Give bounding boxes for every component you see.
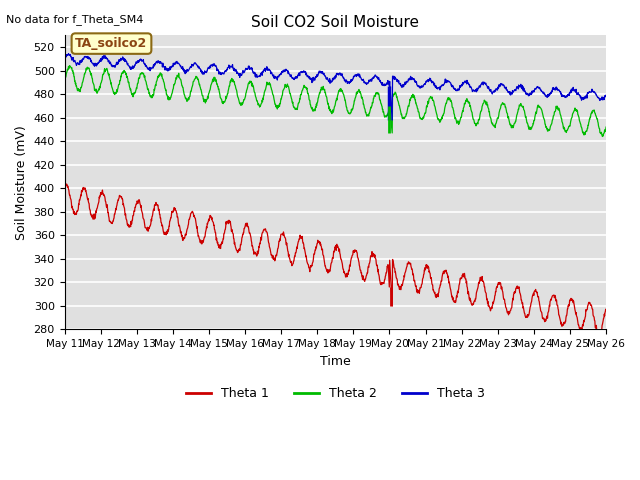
Theta 2 (312, 104, 319, 110)
Theta 3 (61, 53, 68, 59)
Theta 3 (312, 73, 319, 79)
Theta 1 (369, 251, 377, 256)
Theta 3 (302, 72, 310, 78)
Theta 2 (602, 124, 610, 130)
Theta 3 (103, 56, 111, 62)
Theta 3 (602, 92, 610, 98)
Theta 3 (369, 75, 377, 81)
Text: No data for f_Theta_SM4: No data for f_Theta_SM4 (6, 14, 144, 25)
Title: Soil CO2 Soil Moisture: Soil CO2 Soil Moisture (252, 15, 419, 30)
Legend: Theta 1, Theta 2, Theta 3: Theta 1, Theta 2, Theta 3 (181, 383, 490, 406)
Theta 2 (369, 99, 377, 105)
Theta 1 (62, 181, 70, 187)
Theta 1 (125, 224, 132, 229)
Y-axis label: Soil Moisture (mV): Soil Moisture (mV) (15, 125, 28, 240)
Theta 2 (125, 79, 132, 85)
Theta 3 (388, 117, 396, 123)
Text: TA_soilco2: TA_soilco2 (76, 37, 148, 50)
Theta 2 (61, 78, 68, 84)
Theta 1 (103, 204, 111, 210)
Theta 3 (65, 51, 72, 57)
Theta 3 (291, 75, 298, 81)
Line: Theta 3: Theta 3 (65, 54, 606, 120)
Theta 2 (598, 133, 606, 139)
Line: Theta 2: Theta 2 (65, 66, 606, 136)
Theta 1 (61, 181, 68, 187)
Line: Theta 1: Theta 1 (65, 184, 606, 334)
Theta 1 (602, 307, 610, 312)
Theta 2 (66, 63, 74, 69)
Theta 2 (302, 85, 310, 91)
X-axis label: Time: Time (320, 355, 351, 368)
Theta 2 (291, 105, 298, 110)
Theta 1 (302, 254, 310, 260)
Theta 2 (103, 66, 111, 72)
Theta 1 (312, 247, 319, 252)
Theta 1 (291, 253, 298, 259)
Theta 1 (595, 331, 603, 337)
Theta 3 (125, 63, 132, 69)
